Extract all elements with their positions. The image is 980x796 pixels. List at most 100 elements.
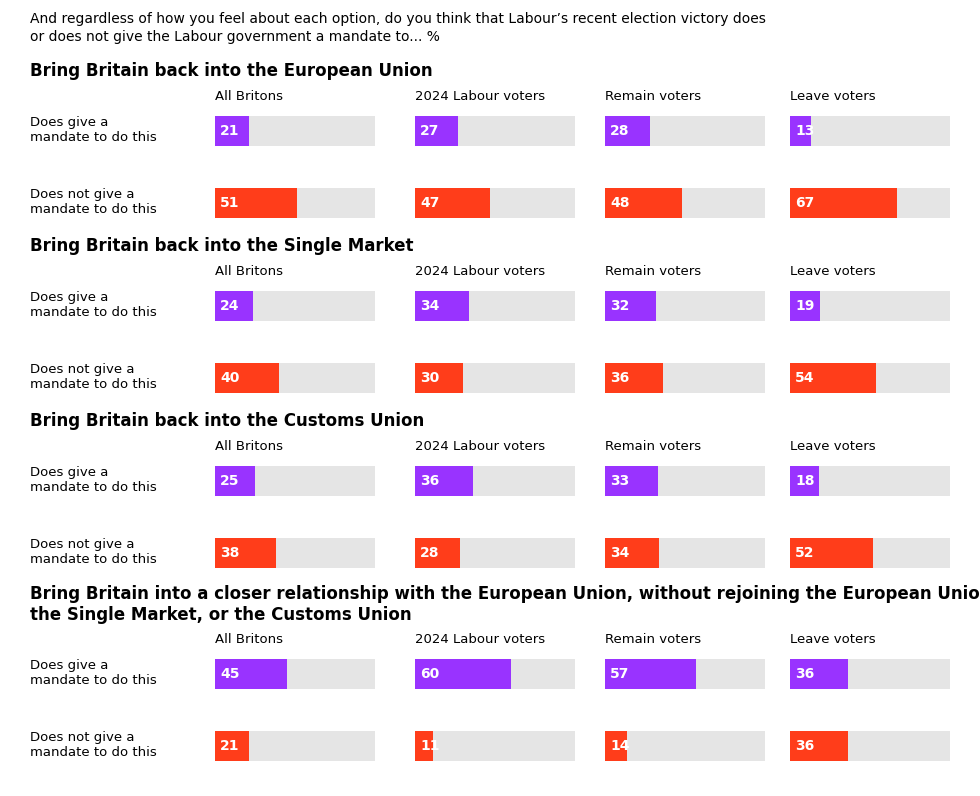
Text: 24: 24 [220, 299, 239, 313]
Text: 45: 45 [220, 667, 239, 681]
Bar [605, 188, 765, 218]
Text: Bring Britain back into the Customs Union: Bring Britain back into the Customs Unio… [30, 412, 424, 430]
Text: 38: 38 [220, 546, 239, 560]
Bar [790, 363, 876, 393]
Bar [215, 291, 254, 321]
Text: 36: 36 [795, 667, 814, 681]
Text: Remain voters: Remain voters [605, 440, 701, 453]
Text: Does not give a
mandate to do this: Does not give a mandate to do this [30, 188, 157, 216]
Bar [605, 538, 660, 568]
Text: 52: 52 [795, 546, 814, 560]
Bar [605, 363, 765, 393]
Text: 28: 28 [610, 124, 629, 138]
Text: 30: 30 [420, 371, 439, 385]
Bar [790, 731, 950, 761]
Text: Remain voters: Remain voters [605, 90, 701, 103]
Text: 14: 14 [610, 739, 629, 753]
Text: 19: 19 [795, 299, 814, 313]
Text: 21: 21 [220, 739, 239, 753]
Text: 27: 27 [420, 124, 439, 138]
Bar [790, 466, 950, 496]
Bar [605, 466, 765, 496]
Text: All Britons: All Britons [215, 440, 283, 453]
Bar [790, 363, 950, 393]
Bar [215, 363, 279, 393]
Bar [605, 291, 765, 321]
Text: 2024 Labour voters: 2024 Labour voters [415, 90, 545, 103]
Bar [790, 538, 873, 568]
Text: 36: 36 [795, 739, 814, 753]
Text: 2024 Labour voters: 2024 Labour voters [415, 440, 545, 453]
Text: Does give a
mandate to do this: Does give a mandate to do this [30, 466, 157, 494]
Text: 28: 28 [420, 546, 439, 560]
Text: All Britons: All Britons [215, 90, 283, 103]
Text: All Britons: All Britons [215, 633, 283, 646]
Text: 36: 36 [610, 371, 629, 385]
Bar [215, 466, 375, 496]
Text: 47: 47 [420, 196, 439, 210]
Text: Leave voters: Leave voters [790, 440, 875, 453]
Text: 2024 Labour voters: 2024 Labour voters [415, 265, 545, 278]
Text: 51: 51 [220, 196, 239, 210]
Text: Remain voters: Remain voters [605, 633, 701, 646]
Text: Leave voters: Leave voters [790, 90, 875, 103]
Text: 18: 18 [795, 474, 814, 488]
Text: 25: 25 [220, 474, 239, 488]
Text: Remain voters: Remain voters [605, 265, 701, 278]
Text: Does give a
mandate to do this: Does give a mandate to do this [30, 659, 157, 687]
Text: 67: 67 [795, 196, 814, 210]
Text: Does give a
mandate to do this: Does give a mandate to do this [30, 291, 157, 319]
Bar [415, 188, 575, 218]
Text: 2024 Labour voters: 2024 Labour voters [415, 633, 545, 646]
Text: All Britons: All Britons [215, 265, 283, 278]
Bar [215, 291, 375, 321]
Bar [215, 116, 249, 146]
Text: Leave voters: Leave voters [790, 633, 875, 646]
Bar [415, 731, 575, 761]
Bar [215, 466, 255, 496]
Bar [605, 363, 662, 393]
Bar [415, 659, 511, 689]
Bar [790, 188, 898, 218]
Bar [605, 538, 765, 568]
Bar [415, 116, 575, 146]
Bar [215, 538, 275, 568]
Bar [215, 363, 375, 393]
Bar [415, 188, 490, 218]
Text: 13: 13 [795, 124, 814, 138]
Bar [790, 291, 950, 321]
Bar [790, 116, 810, 146]
Bar [215, 116, 375, 146]
Bar [790, 466, 819, 496]
Text: 33: 33 [610, 474, 629, 488]
Text: 48: 48 [610, 196, 629, 210]
Text: 40: 40 [220, 371, 239, 385]
Bar [415, 731, 432, 761]
Bar [415, 116, 459, 146]
Bar [605, 659, 765, 689]
Bar [415, 538, 575, 568]
Text: Does not give a
mandate to do this: Does not give a mandate to do this [30, 538, 157, 566]
Text: Does give a
mandate to do this: Does give a mandate to do this [30, 116, 157, 144]
Bar [605, 659, 696, 689]
Bar [790, 188, 950, 218]
Bar [215, 188, 375, 218]
Bar [415, 538, 460, 568]
Text: 32: 32 [610, 299, 629, 313]
Text: 34: 34 [420, 299, 439, 313]
Bar [605, 116, 650, 146]
Bar [215, 659, 287, 689]
Bar [215, 731, 249, 761]
Bar [415, 363, 575, 393]
Bar [415, 291, 469, 321]
Text: Bring Britain into a closer relationship with the European Union, without rejoin: Bring Britain into a closer relationship… [30, 585, 980, 624]
Bar [415, 659, 575, 689]
Bar [605, 731, 765, 761]
Bar [605, 291, 657, 321]
Bar [790, 731, 848, 761]
Text: or does not give the Labour government a mandate to... %: or does not give the Labour government a… [30, 30, 440, 44]
Bar [605, 466, 658, 496]
Bar [415, 363, 463, 393]
Text: Bring Britain back into the European Union: Bring Britain back into the European Uni… [30, 62, 432, 80]
Text: 54: 54 [795, 371, 814, 385]
